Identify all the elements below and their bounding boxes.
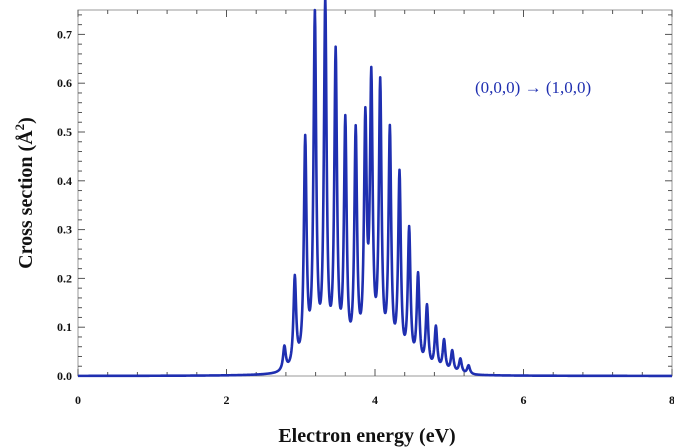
x-axis: 0 2 4 6 8 [75, 10, 674, 407]
y-tick-label: 0.0 [57, 369, 72, 383]
y-axis-title: Cross section (Å2) [12, 117, 37, 269]
x-tick-label: 6 [521, 393, 527, 407]
y-axis-title-tail: ) [15, 117, 37, 124]
y-tick-label: 0.4 [57, 174, 72, 188]
x-tick-label: 8 [669, 393, 674, 407]
x-tick-label: 0 [75, 393, 81, 407]
transition-annotation: (0,0,0) → (1,0,0) [475, 78, 591, 97]
y-axis-title-main: Cross section (Å [14, 130, 37, 269]
x-tick-label: 2 [224, 393, 230, 407]
y-axis-title-superscript: 2 [12, 124, 27, 131]
cross-section-curve [77, 0, 673, 378]
y-tick-label: 0.7 [57, 27, 72, 41]
x-tick-label: 4 [372, 393, 378, 407]
y-tick-label: 0.3 [57, 223, 72, 237]
x-axis-title: Electron energy (eV) [278, 425, 455, 447]
plot-frame [77, 9, 673, 377]
y-axis: 0.0 0.1 0.2 0.3 0.4 0.5 0.6 0.7 [57, 14, 672, 383]
y-tick-label: 0.5 [57, 125, 72, 139]
y-tick-label: 0.2 [57, 271, 72, 285]
y-tick-label: 0.1 [57, 320, 72, 334]
y-tick-label: 0.6 [57, 76, 72, 90]
